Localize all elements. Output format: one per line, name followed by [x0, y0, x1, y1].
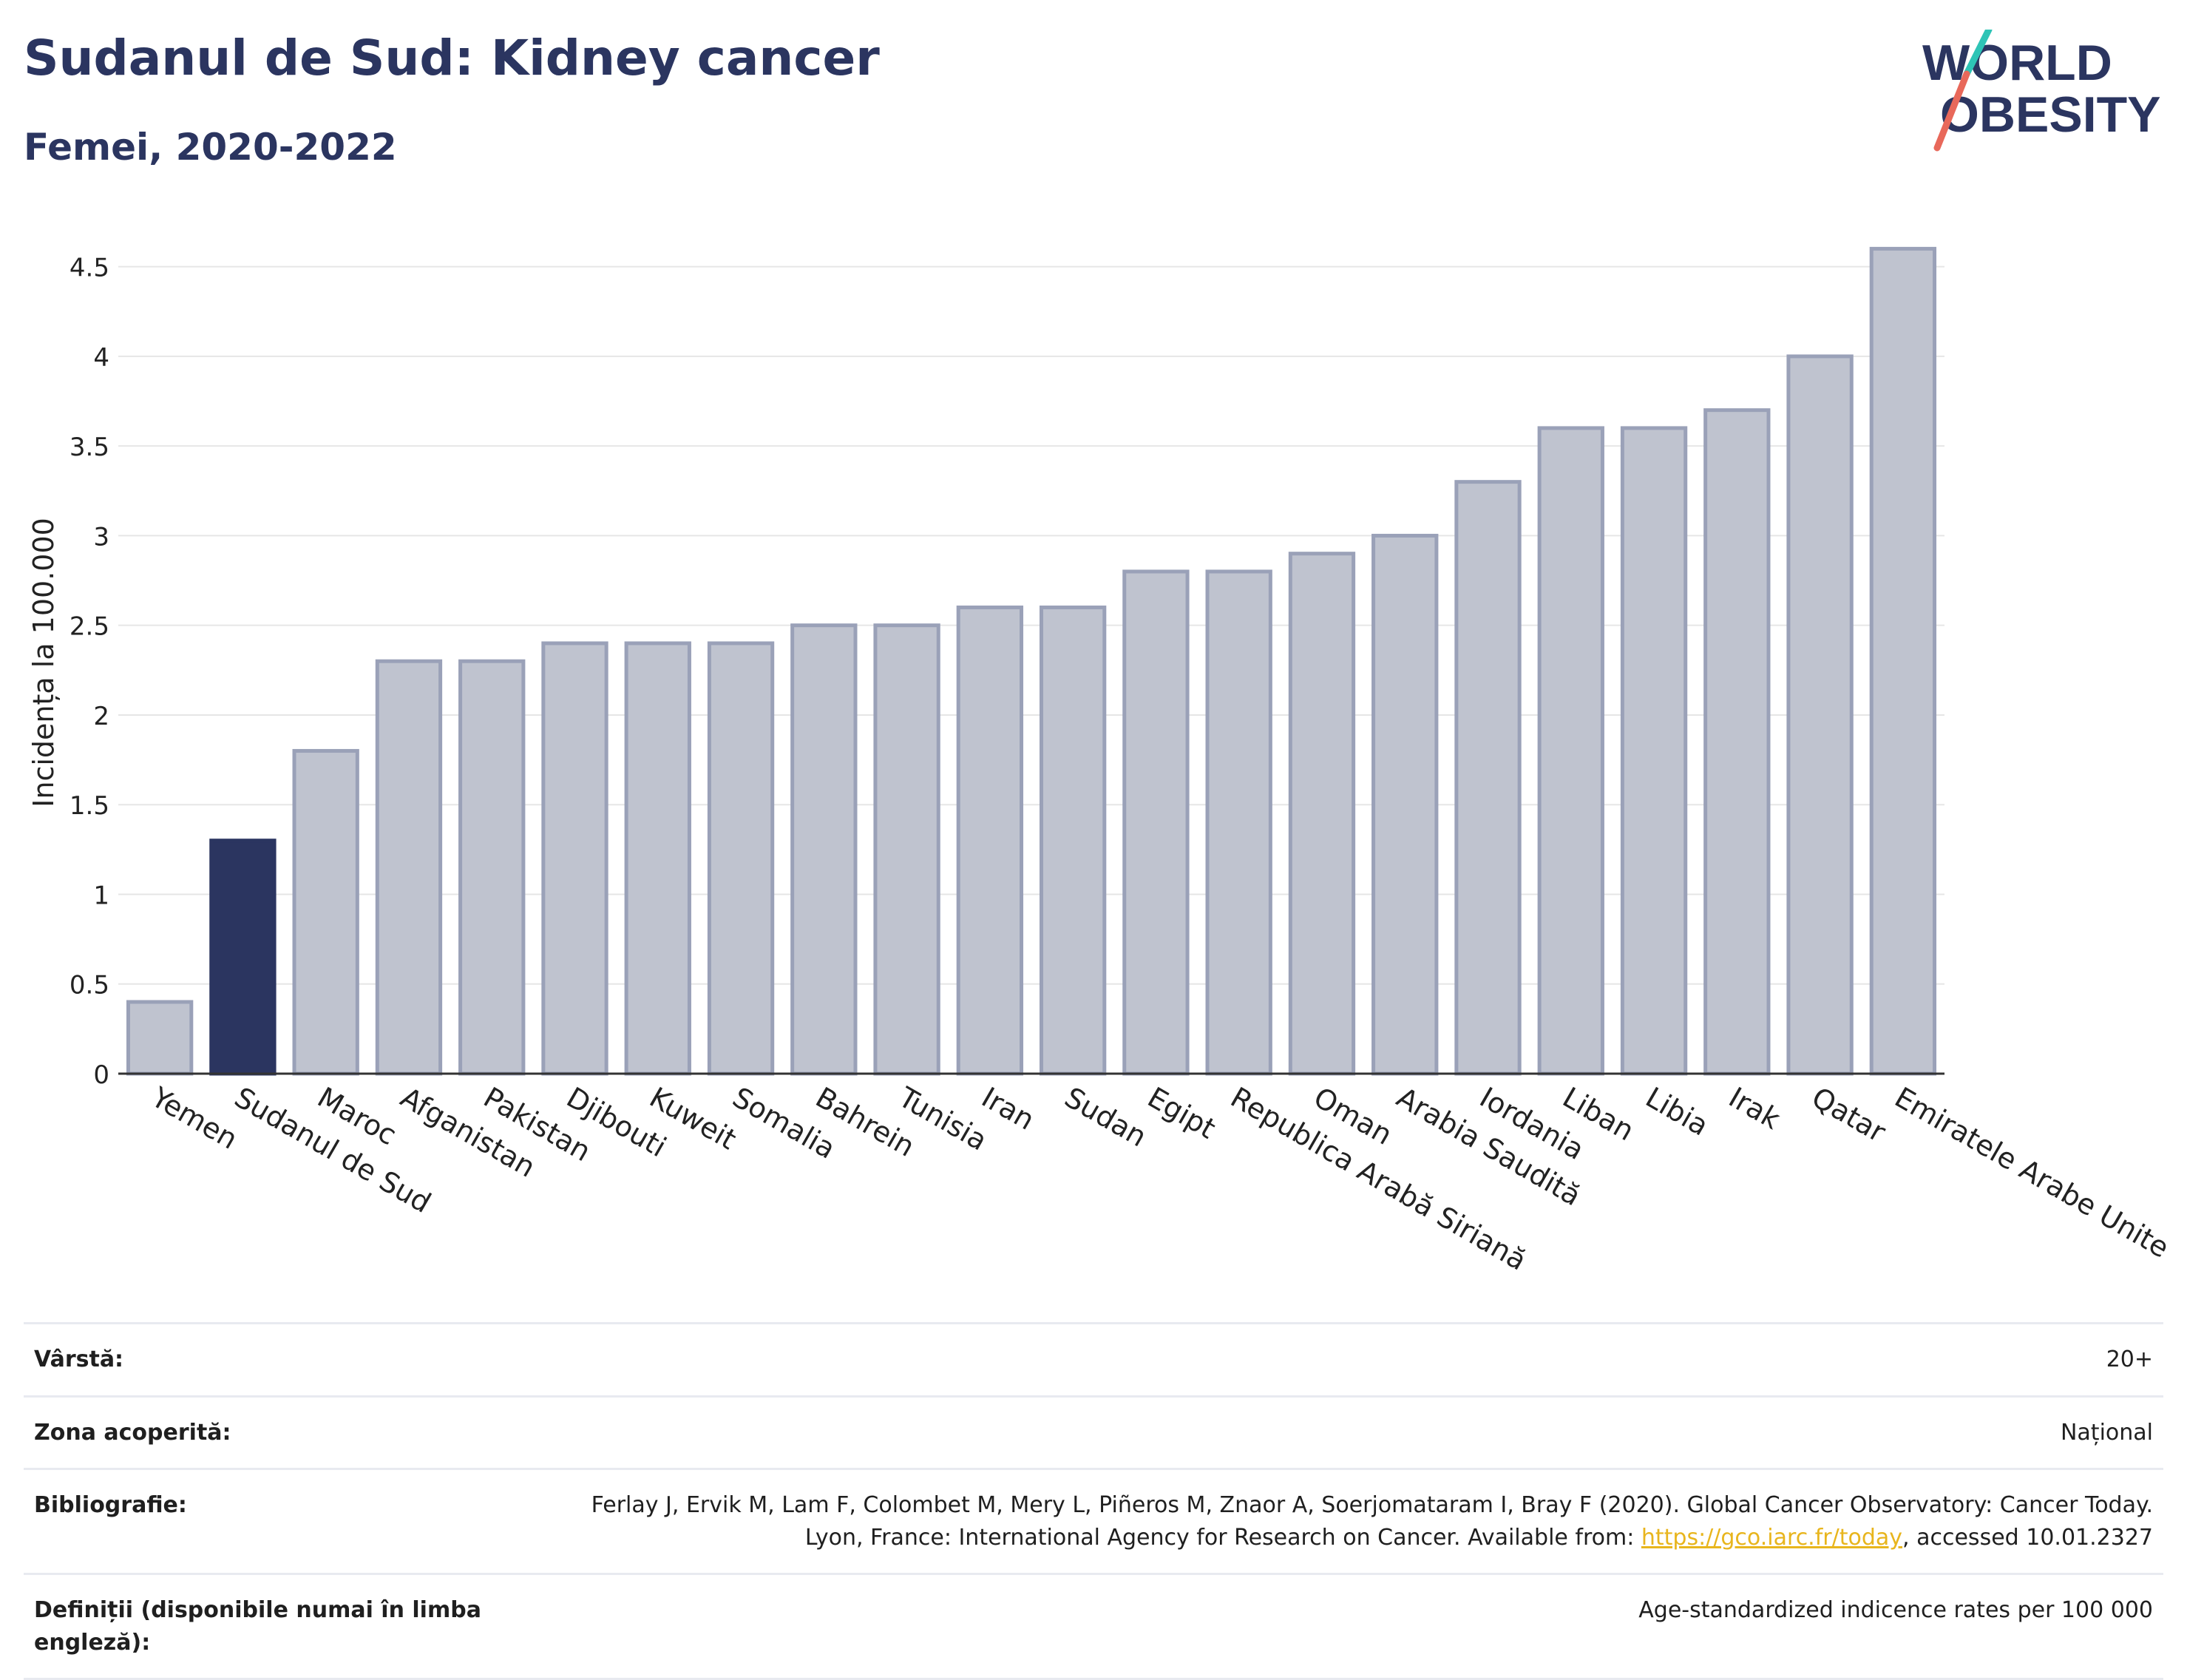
meta-key: Zona acoperită:	[24, 1395, 518, 1469]
bar	[209, 839, 277, 1076]
meta-row-definitions: Definiții (disponibile numai în limba en…	[24, 1573, 2163, 1680]
bar	[1122, 569, 1190, 1076]
meta-key: Vârstă:	[24, 1322, 518, 1396]
source-link[interactable]: https://gco.iarc.fr/today	[1641, 1524, 1903, 1551]
meta-value: 20+	[518, 1322, 2163, 1396]
bar	[873, 623, 940, 1076]
y-tick-label: 3	[93, 522, 109, 552]
x-tick-label: Irak	[1723, 1081, 1786, 1136]
meta-row-bibliography: Bibliografie: Ferlay J, Ervik M, Lam F, …	[24, 1468, 2163, 1574]
bar	[1703, 408, 1771, 1076]
bibliography-accessed: , accessed 10.01.2327	[1902, 1524, 2153, 1551]
chart-bars	[126, 246, 1937, 1076]
y-tick-label: 0.5	[69, 971, 109, 1000]
bar	[1205, 569, 1272, 1076]
bar	[1371, 533, 1439, 1076]
bar	[1869, 246, 1937, 1076]
meta-value: Age-standardized indicence rates per 100…	[518, 1573, 2163, 1680]
y-tick-label: 2	[93, 702, 109, 731]
meta-key: Definiții (disponibile numai în limba en…	[24, 1573, 518, 1680]
bar	[126, 1000, 194, 1076]
bar	[624, 641, 691, 1076]
y-tick-labels: 0 0.5 1 1.5 2 2.5 3 3.5 4 4.5	[69, 254, 109, 1090]
world-obesity-logo: WORLD OBESITY	[1922, 30, 2161, 152]
meta-value: Ferlay J, Ervik M, Lam F, Colombet M, Me…	[518, 1468, 2163, 1574]
y-tick-label: 0	[93, 1060, 109, 1090]
y-tick-label: 1.5	[69, 791, 109, 821]
bar	[1786, 354, 1854, 1076]
x-tick-label: Egipt	[1142, 1081, 1221, 1145]
bar	[956, 605, 1024, 1076]
bar	[1454, 480, 1522, 1076]
y-tick-label: 2.5	[69, 612, 109, 642]
bar	[458, 659, 526, 1076]
meta-row-area: Zona acoperită: Național	[24, 1395, 2163, 1469]
meta-row-age: Vârstă: 20+	[24, 1322, 2163, 1396]
page-title: Sudanul de Sud: Kidney cancer	[24, 30, 880, 87]
x-tick-label: Yemen	[146, 1080, 243, 1156]
logo-slash-top	[1963, 30, 1993, 78]
y-tick-label: 4.5	[69, 254, 109, 283]
meta-value: Național	[518, 1395, 2163, 1469]
x-tick-label: Qatar	[1806, 1081, 1891, 1149]
meta-key: Bibliografie:	[24, 1468, 518, 1574]
bar	[1537, 426, 1604, 1076]
logo-line1: WORLD	[1922, 35, 2112, 91]
logo-slash-bottom	[1933, 70, 1970, 152]
bibliography-text: Ferlay J, Ervik M, Lam F, Colombet M, Me…	[591, 1492, 2153, 1551]
bar	[790, 623, 858, 1076]
y-tick-label: 1	[93, 881, 109, 910]
x-tick-label: Emiratele Arabe Unite	[1889, 1081, 2174, 1264]
bar	[1288, 552, 1356, 1076]
bar	[375, 659, 443, 1076]
x-tick-label: Libia	[1641, 1081, 1715, 1142]
x-tick-label: Sudan	[1059, 1081, 1153, 1154]
y-tick-label: 4	[93, 343, 109, 373]
bar	[1620, 426, 1688, 1076]
bar	[541, 641, 608, 1076]
metadata-table: Vârstă: 20+ Zona acoperită: Național Bib…	[24, 1322, 2163, 1680]
bar	[707, 641, 775, 1076]
y-axis-label: Incidența la 100.000	[27, 518, 60, 807]
page-subtitle: Femei, 2020-2022	[24, 126, 397, 169]
y-tick-label: 3.5	[69, 433, 109, 462]
bar	[1039, 605, 1107, 1076]
logo-line2: OBESITY	[1940, 87, 2161, 143]
bar	[292, 748, 359, 1076]
